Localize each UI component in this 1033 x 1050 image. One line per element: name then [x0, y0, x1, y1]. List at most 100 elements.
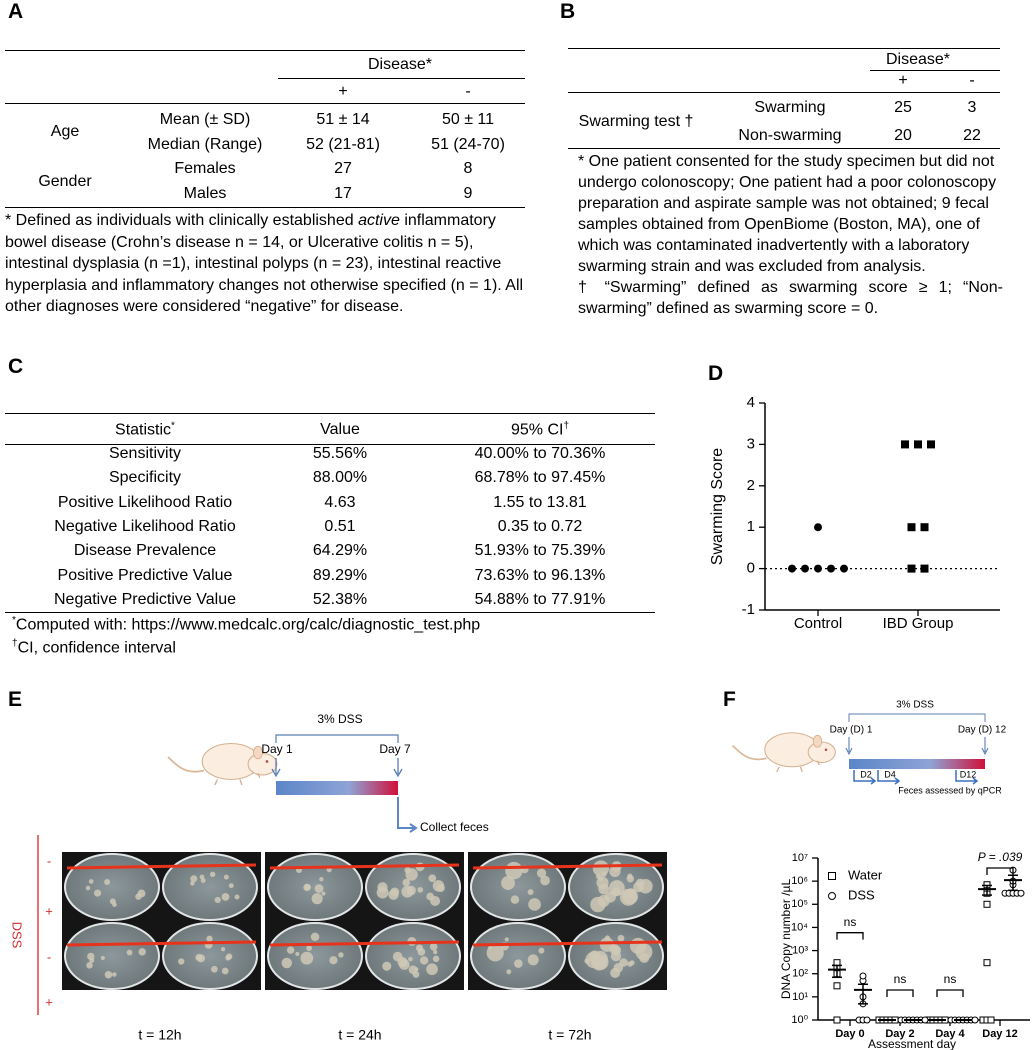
comparison-label: ns [944, 972, 957, 986]
colony [178, 958, 185, 965]
table-rule [5, 413, 655, 414]
panel-label: F [723, 688, 736, 711]
colony [486, 944, 504, 962]
colony [104, 971, 113, 979]
schematic-bracket [848, 713, 986, 722]
schematic-label: Day 1 [261, 742, 293, 756]
comparison-label: P = .039 [978, 850, 1023, 864]
table-rule [5, 103, 525, 104]
colony [514, 959, 523, 968]
colony [310, 932, 320, 942]
petri-dish [64, 853, 160, 921]
colony [211, 965, 218, 973]
schematic-label: Day (D) 1 [830, 725, 873, 736]
petri-dish [64, 922, 160, 990]
colony [112, 902, 117, 907]
cell: 40.00% to 70.36% [474, 445, 606, 462]
row-label: Females [174, 160, 236, 178]
footnote-text: CI, confidence interval [17, 639, 176, 657]
table-rule [5, 207, 525, 208]
comparison-bracket [936, 989, 964, 997]
colony [388, 889, 399, 900]
cell: 64.29% [312, 542, 368, 560]
cell: 52 (21-81) [306, 135, 380, 153]
colony [617, 934, 625, 942]
cell: 51 ± 14 [316, 111, 370, 128]
sample-day: D2 [860, 769, 872, 779]
row-group: Age [50, 123, 80, 141]
colony [195, 953, 203, 962]
x-tick-label: Day 2 [885, 1028, 914, 1040]
sample-day: D4 [884, 769, 896, 779]
cell: 54.88% to 77.91% [474, 590, 606, 608]
column-group-header: Disease* [885, 51, 951, 68]
row-label: Males [183, 185, 227, 203]
colony [408, 965, 418, 974]
footnote: † “Swarming” defined as swarming score ≥… [578, 279, 1003, 317]
colony [432, 955, 440, 963]
y-axis-label: Swarming Score [709, 448, 726, 565]
data-point [814, 523, 822, 532]
cell: 88.00% [312, 469, 368, 487]
colony [137, 889, 146, 898]
colony [303, 883, 311, 892]
rat-eye [824, 748, 828, 752]
colony [506, 969, 512, 975]
rat-feet [214, 772, 261, 786]
y-tick-label: 10³ [792, 944, 808, 956]
schematic-arrow [397, 797, 418, 833]
cell: 3 [967, 99, 977, 116]
footnote: *Computed with: https://www.medcalc.org/… [12, 615, 480, 634]
cell: 27 [334, 160, 352, 178]
divider-line [269, 863, 460, 870]
colony [138, 948, 146, 956]
x-axis-label: Assessment day [868, 1037, 956, 1050]
row-label: - [47, 949, 51, 964]
schematic-label: 3% DSS [317, 712, 362, 726]
comparison-bracket [836, 932, 864, 940]
cell: Positive Likelihood Ratio [57, 493, 233, 511]
column-header: + [338, 83, 348, 100]
colony [89, 957, 95, 963]
colony [613, 963, 624, 973]
time-label: t = 72h [548, 1027, 591, 1043]
panel-label: C [8, 355, 24, 378]
colony [596, 876, 609, 889]
divider-line [66, 940, 257, 947]
data-point [927, 440, 935, 449]
cell: 51 (24-70) [431, 135, 505, 153]
divider-line [66, 863, 257, 870]
y-tick-label: 10² [792, 968, 808, 980]
comparison-label: ns [844, 915, 857, 929]
rat-feet [776, 760, 820, 773]
y-tick-label: 2 [747, 477, 755, 494]
row-label: Mean (± SD) [159, 111, 251, 128]
data-point [983, 900, 991, 908]
cell: 25 [894, 99, 912, 116]
data-point [814, 564, 822, 573]
footnote: †CI, confidence interval [12, 638, 176, 657]
colony [104, 879, 111, 886]
colony [406, 885, 416, 896]
colony [86, 962, 93, 969]
cell: 52.38% [312, 590, 368, 608]
panel-label: D [708, 362, 724, 385]
legend-label: DSS [848, 887, 875, 902]
cell: 17 [334, 185, 352, 203]
cell: 20 [894, 127, 912, 144]
data-point [983, 959, 991, 967]
schematic-arrow [845, 737, 989, 756]
schematic-bracket [275, 734, 399, 743]
colony [404, 866, 411, 874]
divider-line [269, 940, 460, 947]
table-rule [5, 612, 655, 613]
colony [540, 875, 550, 886]
cell: Specificity [108, 469, 182, 487]
row-label: + [45, 994, 53, 1009]
x-tick-label: IBD Group [883, 615, 954, 632]
colony [527, 954, 539, 966]
sample-arrow [853, 770, 877, 785]
sample-arrow [955, 770, 979, 785]
